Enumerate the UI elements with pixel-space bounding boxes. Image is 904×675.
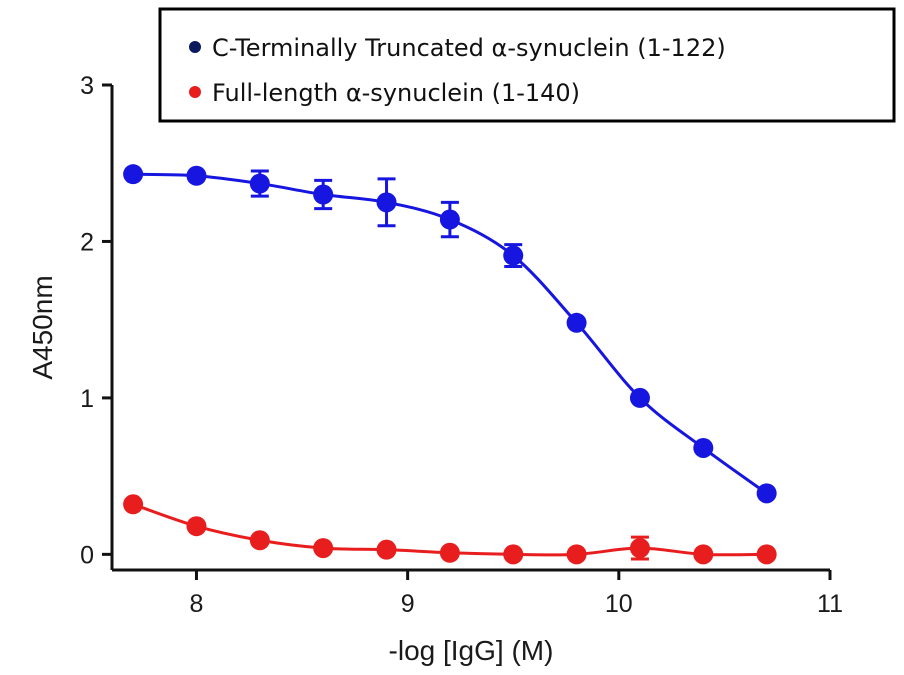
y-tick-label: 3	[80, 72, 94, 100]
data-point-series-1	[503, 544, 524, 565]
x-tick-label: 8	[190, 590, 204, 618]
x-tick-label: 9	[401, 590, 415, 618]
data-point-series-1	[376, 539, 397, 560]
data-point-series-0	[566, 312, 587, 333]
data-point-series-0	[629, 387, 650, 408]
data-point-series-1	[249, 530, 270, 551]
x-tick-label: 10	[605, 590, 633, 618]
data-point-series-0	[439, 209, 460, 230]
data-point-series-1	[629, 538, 650, 559]
data-points	[123, 164, 777, 565]
x-tick-label: 11	[817, 590, 843, 618]
data-point-series-1	[439, 542, 460, 563]
y-axis-title: A450nm	[27, 275, 58, 379]
data-point-series-0	[313, 184, 334, 205]
axes: 8 9 10 11 0 1 2 3	[80, 72, 843, 618]
data-point-series-0	[503, 245, 524, 266]
data-point-series-0	[756, 483, 777, 504]
data-point-series-1	[756, 544, 777, 565]
data-point-series-0	[249, 173, 270, 194]
data-point-series-1	[313, 538, 334, 559]
data-point-series-1	[123, 494, 144, 515]
legend-label-truncated: C-Terminally Truncated α-synuclein (1-12…	[212, 34, 726, 62]
legend-marker-truncated	[189, 41, 201, 53]
data-point-series-0	[123, 164, 144, 185]
axis-labels: -log [IgG] (M) A450nm	[27, 275, 553, 666]
y-tick-label: 0	[80, 541, 94, 569]
legend-box	[158, 7, 896, 123]
data-point-series-1	[693, 544, 714, 565]
x-axis-title: -log [IgG] (M)	[389, 635, 554, 666]
y-tick-label: 2	[80, 228, 94, 256]
legend-marker-full-length	[189, 86, 201, 98]
legend: C-Terminally Truncated α-synuclein (1-12…	[158, 7, 896, 123]
y-tick-label: 1	[80, 385, 94, 413]
data-point-series-0	[186, 165, 207, 186]
legend-label-full-length: Full-length α-synuclein (1-140)	[212, 79, 580, 107]
data-point-series-1	[186, 516, 207, 537]
data-point-series-0	[693, 437, 714, 458]
data-point-series-0	[376, 192, 397, 213]
data-point-series-1	[566, 544, 587, 565]
